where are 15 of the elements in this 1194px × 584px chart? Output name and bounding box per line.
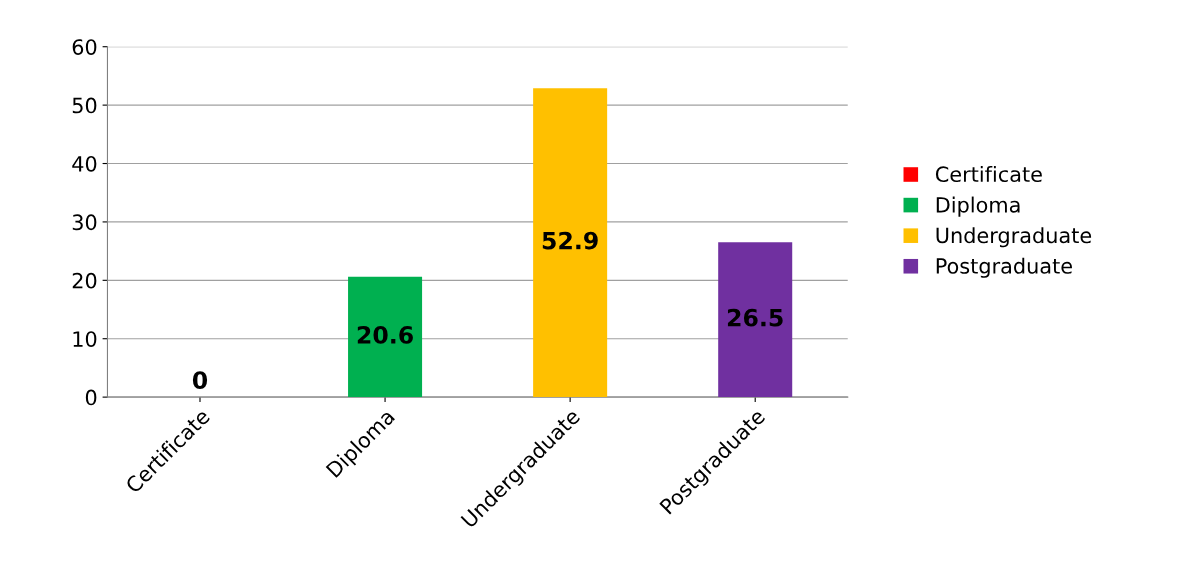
y-tick-label: 60 — [72, 39, 97, 55]
legend-label: Postgraduate — [936, 257, 1072, 278]
data-label: 26.5 — [727, 308, 783, 327]
y-tick-label: 20 — [72, 272, 97, 289]
data-label: 0 — [192, 371, 208, 390]
y-tick-label: 40 — [72, 155, 97, 172]
legend-label: Diploma — [936, 196, 1020, 217]
y-tick-label: 0 — [85, 389, 97, 406]
legend-label: Certificate — [935, 165, 1042, 183]
data-label: 20.6 — [357, 325, 413, 344]
y-tick-label: 50 — [72, 97, 97, 114]
y-tick-label: 30 — [72, 214, 97, 231]
data-label: 52.9 — [542, 231, 598, 250]
y-tick-label: 10 — [73, 331, 97, 347]
legend-label: Undergraduate — [936, 227, 1092, 248]
